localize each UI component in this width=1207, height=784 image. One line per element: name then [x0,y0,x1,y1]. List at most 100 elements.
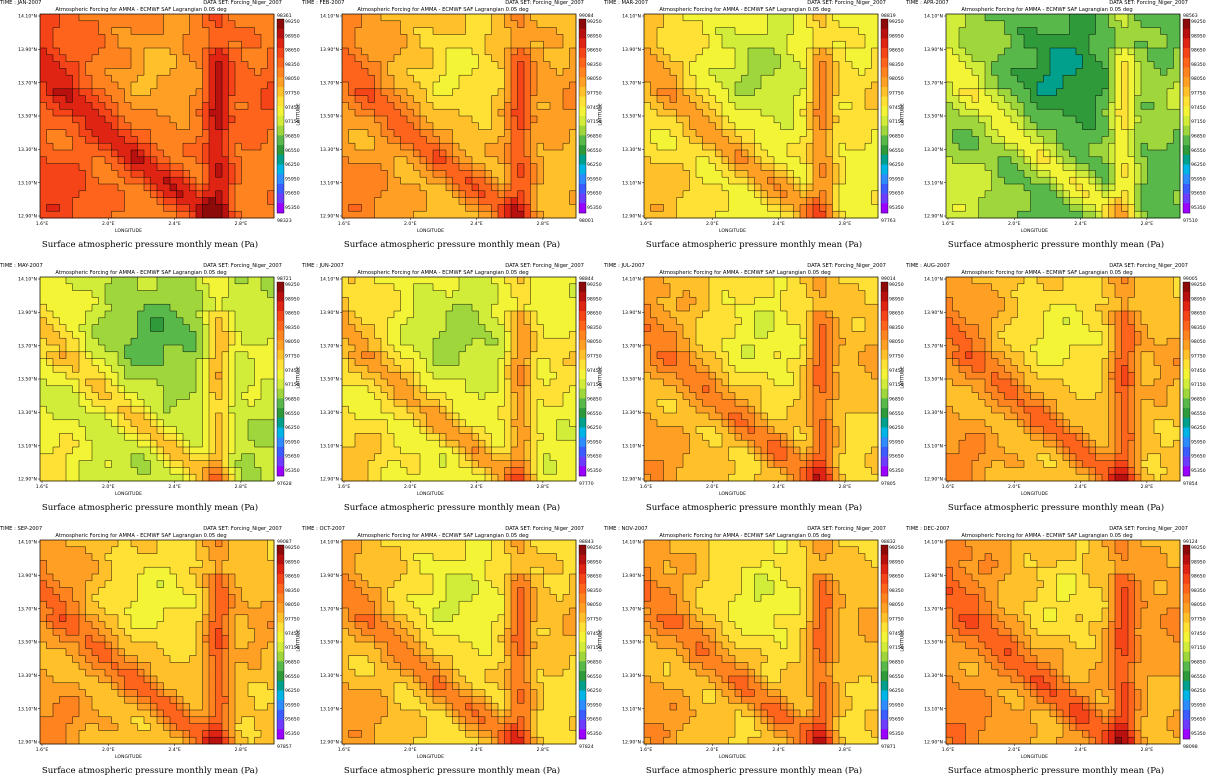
contour-cell [349,143,356,150]
contour-cell [644,48,651,55]
contour-cell [407,62,414,69]
contour-cell [768,143,775,150]
contour-cell [537,130,544,137]
contour-cell [453,102,460,109]
colorbar-swatch [277,126,284,136]
contour-cell [414,130,421,137]
contour-cell [209,170,216,177]
contour-cell [40,164,47,171]
contour-cell [196,170,203,177]
contour-cell [677,34,684,41]
contour-cell [420,184,427,191]
contour-cell [375,164,382,171]
contour-cell [748,198,755,205]
contour-cell [73,21,80,28]
contour-cell [781,177,788,184]
contour-cell [209,150,216,157]
contour-cell [177,62,184,69]
contour-cell [177,55,184,62]
contour-cell [492,211,499,218]
contour-cell [446,21,453,28]
contour-cell [813,34,820,41]
contour-cell [216,89,223,96]
contour-cell [683,177,690,184]
contour-cell [112,198,119,205]
contour-cell [670,123,677,130]
contour-cell [729,130,736,137]
contour-cell [524,170,531,177]
contour-cell [66,21,73,28]
colorbar-swatch [277,174,284,184]
contour-cell [872,34,879,41]
contour-cell [60,34,67,41]
contour-cell [524,48,531,55]
colorbar-swatch [579,68,586,78]
contour-cell [433,164,440,171]
contour-cell [839,109,846,116]
contour-cell [716,204,723,211]
contour-cell [362,62,369,69]
contour-cell [248,55,255,62]
contour-cell [183,198,190,205]
contour-cell [99,48,106,55]
contour-cell [131,157,138,164]
contour-cell [644,68,651,75]
contour-cell [459,75,466,82]
contour-cell [846,34,853,41]
contour-cell [255,150,262,157]
y-tick-label: 14.10°N [18,14,37,20]
contour-cell [820,82,827,89]
contour-cell [846,177,853,184]
contour-cell [138,14,145,21]
contour-cell [683,123,690,130]
contour-cell [105,177,112,184]
contour-cell [349,130,356,137]
contour-cell [563,150,570,157]
contour-cell [86,62,93,69]
contour-cell [79,150,86,157]
contour-cell [865,123,872,130]
contour-cell [472,191,479,198]
contour-cell [433,75,440,82]
contour-cell [401,75,408,82]
contour-cell [859,116,866,123]
contour-cell [118,68,125,75]
contour-cell [787,191,794,198]
contour-cell [446,211,453,218]
contour-cell [557,82,564,89]
contour-cell [118,116,125,123]
contour-cell [872,62,879,69]
contour-cell [388,102,395,109]
contour-cell [651,170,658,177]
contour-cell [73,164,80,171]
contour-cell [472,68,479,75]
contour-cell [362,68,369,75]
contour-cell [170,177,177,184]
contour-cell [151,89,158,96]
contour-cell [235,28,242,35]
contour-cell [53,48,60,55]
contour-cell [492,34,499,41]
contour-cell [355,82,362,89]
contour-cell [255,21,262,28]
contour-cell [446,116,453,123]
contour-cell [255,157,262,164]
contour-cell [209,68,216,75]
contour-cell [644,204,651,211]
contour-cell [644,116,651,123]
contour-cell [518,211,525,218]
contour-cell [388,89,395,96]
contour-cell [73,150,80,157]
contour-cell [761,177,768,184]
contour-cell [349,191,356,198]
contour-cell [349,34,356,41]
contour-cell [407,82,414,89]
contour-cell [209,55,216,62]
contour-cell [807,82,814,89]
contour-cell [125,191,132,198]
contour-cell [440,191,447,198]
contour-cell [388,143,395,150]
contour-cell [355,184,362,191]
contour-cell [138,211,145,218]
contour-cell [427,34,434,41]
